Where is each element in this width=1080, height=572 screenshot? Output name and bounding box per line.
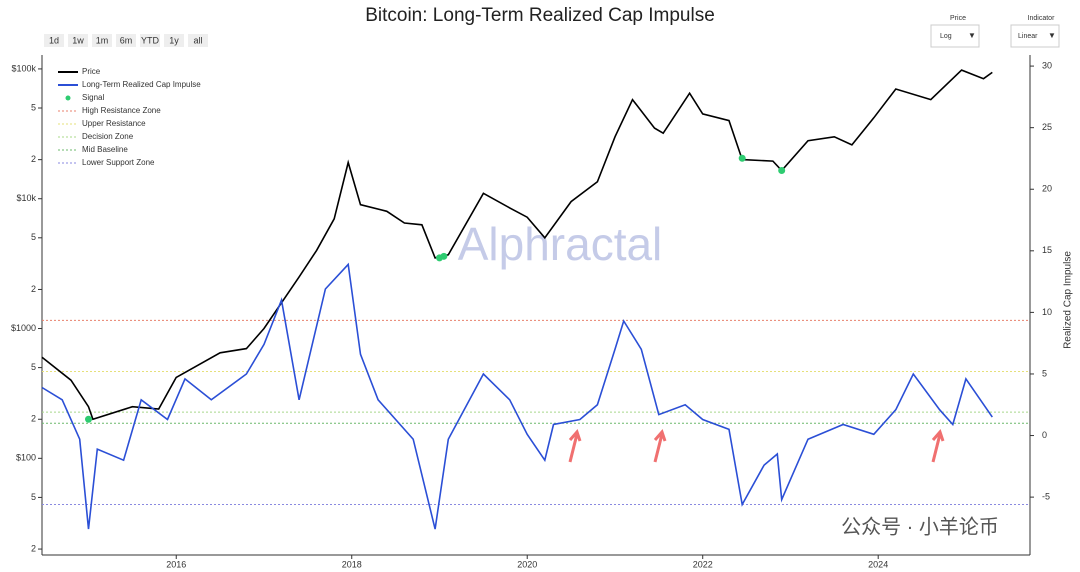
series-line <box>41 262 993 530</box>
y-tick-label: $1000 <box>11 323 36 333</box>
dropdown-caret: ▼ <box>968 31 976 40</box>
y2-tick-label: 30 <box>1042 60 1052 70</box>
signal-point <box>778 166 786 174</box>
chart-title: Bitcoin: Long-Term Realized Cap Impulse <box>365 5 715 26</box>
legend-label: Mid Baseline <box>82 145 128 154</box>
range-button-label[interactable]: 1d <box>49 35 59 45</box>
legend-marker <box>65 95 71 101</box>
y2-tick-label: -5 <box>1042 491 1050 501</box>
range-button[interactable] <box>164 34 184 47</box>
price-select[interactable] <box>930 24 980 48</box>
legend-label: Signal <box>82 93 104 102</box>
y2-tick-label: 25 <box>1042 122 1052 132</box>
y-tick-label: $10k <box>16 193 36 203</box>
range-button-label[interactable]: YTD <box>141 35 160 45</box>
legend-label: Price <box>82 67 101 76</box>
y2-axis-label: Realized Cap Impulse <box>1063 251 1074 349</box>
y2-tick-label: 0 <box>1042 430 1047 440</box>
x-tick-label: 2020 <box>517 559 537 569</box>
indicator-select-value[interactable]: Linear <box>1018 33 1038 40</box>
x-tick-label: 2018 <box>342 559 362 569</box>
range-button-label[interactable]: 1y <box>169 35 179 45</box>
range-button-label[interactable]: 1w <box>72 35 84 45</box>
legend-label: Lower Support Zone <box>82 158 155 167</box>
series-line <box>41 69 993 421</box>
x-tick-label: 2022 <box>693 559 713 569</box>
legend-label: High Resistance Zone <box>82 106 161 115</box>
y-tick-label: $100k <box>11 63 36 73</box>
legend-label: Upper Resistance <box>82 119 146 128</box>
x-tick-label: 2024 <box>868 559 888 569</box>
arrow <box>931 429 945 463</box>
range-button-label[interactable]: 1m <box>96 35 109 45</box>
range-button[interactable] <box>116 34 136 47</box>
y-tick-label: 5 <box>31 102 36 112</box>
y-tick-label: $100 <box>16 453 36 463</box>
watermark: Alphractal <box>458 218 663 270</box>
indicator-select[interactable] <box>1010 24 1060 48</box>
range-button[interactable] <box>44 34 64 47</box>
y-tick-label: 5 <box>31 232 36 242</box>
y2-tick-label: 20 <box>1042 184 1052 194</box>
legend-label: Long-Term Realized Cap Impulse <box>82 80 201 89</box>
price-label: Price <box>950 15 966 22</box>
y-tick-label: 5 <box>31 362 36 372</box>
range-button[interactable] <box>68 34 88 47</box>
range-button[interactable] <box>188 34 208 47</box>
wechat-watermark: 公众号 · 小羊论币 <box>841 515 999 538</box>
y2-tick-label: 15 <box>1042 245 1052 255</box>
indicator-label: Indicator <box>1028 15 1056 22</box>
y-tick-label: 2 <box>31 154 36 164</box>
signal-point <box>738 154 746 162</box>
signal-point <box>440 252 448 260</box>
arrows <box>568 429 945 463</box>
y-tick-label: 5 <box>31 492 36 502</box>
dropdown-caret: ▼ <box>1048 31 1056 40</box>
y-tick-label: 2 <box>31 543 36 553</box>
range-button[interactable] <box>140 34 160 47</box>
x-tick-label: 2016 <box>166 559 186 569</box>
range-button-label[interactable]: 6m <box>120 35 133 45</box>
y2-tick-label: 10 <box>1042 307 1052 317</box>
range-button-label[interactable]: all <box>193 35 202 45</box>
price-select-value[interactable]: Log <box>940 33 952 40</box>
y2-tick-label: 5 <box>1042 368 1047 378</box>
arrow <box>653 429 667 463</box>
arrow <box>568 429 582 463</box>
signal-point <box>85 415 93 423</box>
y-tick-label: 2 <box>31 414 36 424</box>
range-button[interactable] <box>92 34 112 47</box>
y-tick-label: 2 <box>31 284 36 294</box>
legend-label: Decision Zone <box>82 132 134 141</box>
